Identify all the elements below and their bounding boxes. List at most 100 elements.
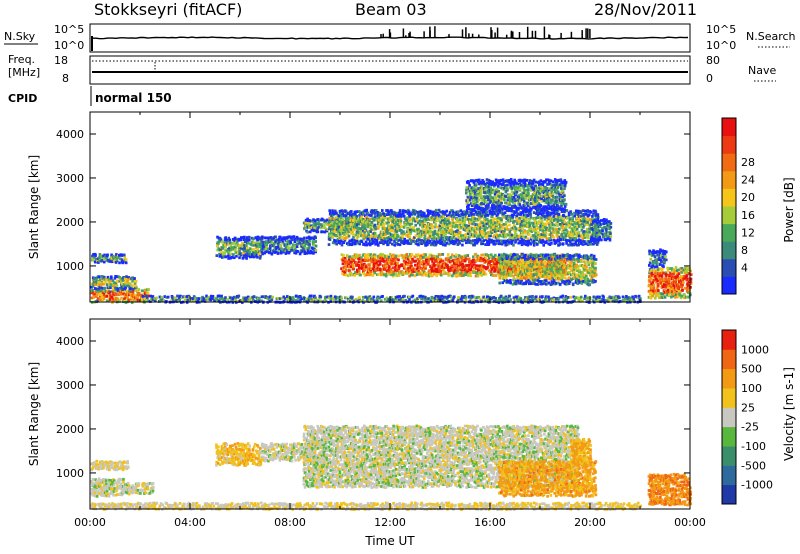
data-cell xyxy=(342,241,346,244)
data-cell xyxy=(415,217,418,221)
data-cell xyxy=(396,269,399,273)
data-cell xyxy=(303,236,306,240)
data-cell xyxy=(226,254,230,258)
data-cell xyxy=(522,221,526,225)
data-cell xyxy=(458,218,462,222)
data-cell xyxy=(464,254,467,258)
data-cell xyxy=(414,253,418,257)
data-cell xyxy=(552,188,555,191)
data-cell xyxy=(358,242,362,246)
data-cell xyxy=(496,184,500,188)
data-cell xyxy=(456,233,459,237)
data-cell xyxy=(128,282,132,286)
data-cell xyxy=(368,220,371,224)
data-cell xyxy=(458,240,461,244)
data-cell xyxy=(514,192,518,195)
data-cell xyxy=(490,183,494,187)
data-cell xyxy=(491,197,495,201)
data-cell xyxy=(294,251,298,255)
data-cell xyxy=(366,256,370,260)
data-cell xyxy=(343,270,347,274)
data-cell xyxy=(366,230,370,234)
data-cell xyxy=(260,237,264,241)
data-cell xyxy=(459,268,463,272)
data-cell xyxy=(491,196,495,200)
data-cell xyxy=(416,270,419,274)
data-cell xyxy=(136,295,140,299)
data-cell xyxy=(370,260,373,264)
data-cell xyxy=(500,186,504,190)
data-cell xyxy=(545,226,549,230)
scatter-region xyxy=(260,235,318,256)
data-cell xyxy=(494,206,497,210)
data-cell xyxy=(449,259,453,263)
data-cell xyxy=(478,213,482,217)
data-cell xyxy=(375,239,379,243)
data-cell xyxy=(502,252,506,256)
data-cell xyxy=(393,243,397,247)
data-cell xyxy=(304,218,308,222)
data-cell xyxy=(535,193,538,197)
data-cell xyxy=(596,215,600,219)
data-cell xyxy=(455,262,459,266)
data-cell xyxy=(265,243,268,246)
data-cell xyxy=(517,198,520,202)
data-cell xyxy=(588,223,592,227)
data-cell xyxy=(483,232,487,235)
data-cell xyxy=(501,254,504,258)
data-cell xyxy=(497,193,500,196)
data-cell xyxy=(529,194,532,198)
data-cell xyxy=(122,260,125,264)
noise-strip-frame xyxy=(89,23,691,53)
data-cell xyxy=(407,255,410,259)
data-cell xyxy=(145,288,149,292)
data-cell xyxy=(398,225,401,229)
data-cell xyxy=(391,220,395,224)
data-cell xyxy=(306,236,309,240)
data-cell xyxy=(257,236,260,239)
data-cell xyxy=(504,195,508,198)
data-cell xyxy=(485,217,489,221)
data-cell xyxy=(523,194,526,197)
data-cell xyxy=(131,290,135,294)
data-cell xyxy=(369,270,373,273)
data-cell xyxy=(450,214,454,218)
data-cell xyxy=(424,243,428,247)
data-cell xyxy=(146,291,150,295)
data-cell xyxy=(436,255,439,259)
data-cell xyxy=(486,195,490,199)
data-cell xyxy=(553,208,557,211)
data-cell xyxy=(570,243,574,247)
data-cell xyxy=(428,257,431,261)
data-cell xyxy=(224,236,227,240)
data-cell xyxy=(232,253,235,256)
data-cell xyxy=(338,217,342,221)
noise-tick-top-right: 10^5 xyxy=(706,23,736,36)
data-cell xyxy=(445,214,449,218)
data-cell xyxy=(511,195,514,199)
data-cell xyxy=(137,291,141,295)
data-cell xyxy=(379,252,382,256)
data-cell xyxy=(99,286,103,290)
data-cell xyxy=(493,212,497,216)
data-cell xyxy=(226,238,229,242)
data-cell xyxy=(554,202,558,205)
data-cell xyxy=(514,185,518,188)
data-cell xyxy=(424,264,427,268)
data-cell xyxy=(119,287,122,291)
data-cell xyxy=(373,211,376,214)
data-cell xyxy=(526,213,530,217)
cpid-label: CPID xyxy=(8,92,37,105)
data-cell xyxy=(474,231,478,235)
data-cell xyxy=(365,256,368,259)
data-cell xyxy=(305,246,308,250)
data-cell xyxy=(131,284,134,288)
data-cell xyxy=(444,218,448,221)
data-cell xyxy=(92,253,95,256)
data-cell xyxy=(567,211,571,215)
data-cell xyxy=(97,261,100,264)
data-cell xyxy=(268,247,272,250)
data-cell xyxy=(410,222,414,226)
data-cell xyxy=(368,237,371,241)
data-cell xyxy=(495,240,498,244)
